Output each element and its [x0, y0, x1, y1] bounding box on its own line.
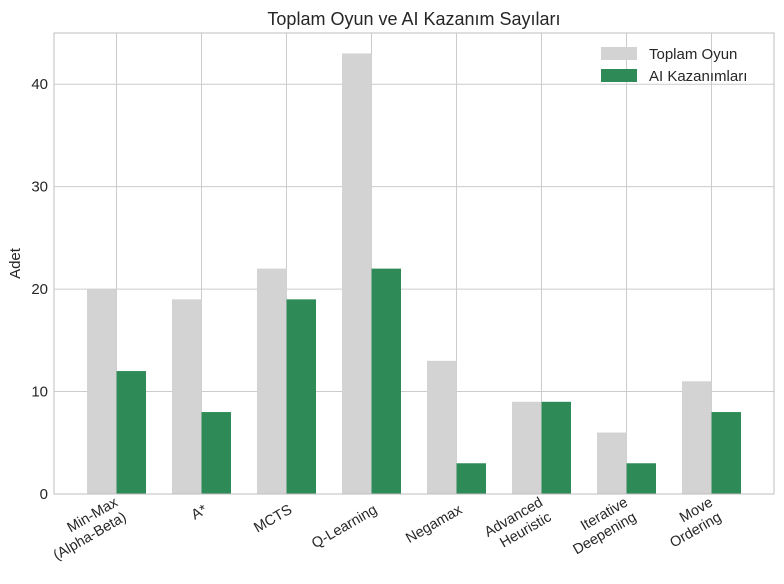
- bar-series-1-0: [116, 371, 146, 494]
- y-tick-label-3: 30: [31, 179, 48, 196]
- bars: [87, 53, 741, 494]
- x-tick-label-text-1: A*: [189, 502, 211, 524]
- x-tick-label-1: A*: [189, 502, 211, 524]
- x-tick-label-2: MCTS: [251, 502, 295, 536]
- bar-series-0-5: [512, 401, 542, 494]
- legend: Toplam Oyun AI Kazanımları: [601, 46, 747, 85]
- y-tick-labels: 0 10 20 30 40: [31, 76, 48, 503]
- bar-series-0-0: [87, 289, 117, 494]
- x-tick-line-2-0: MCTS: [251, 502, 295, 536]
- bar-series-0-3: [342, 53, 372, 494]
- x-tick-label-3: Q-Learning: [309, 502, 380, 552]
- y-tick-label-0: 0: [40, 486, 48, 503]
- x-tick-label-6: IterativeDeepening: [562, 495, 639, 559]
- bar-series-1-3: [371, 268, 401, 494]
- legend-swatch-0: [601, 47, 637, 60]
- x-tick-label-text-4: Negamax: [403, 502, 465, 547]
- x-tick-label-text-7: MoveOrdering: [659, 495, 724, 552]
- bar-series-0-1: [172, 299, 202, 494]
- bar-series-0-6: [597, 432, 627, 494]
- bar-series-1-5: [541, 401, 571, 494]
- x-tick-line-3-0: Q-Learning: [309, 502, 380, 552]
- y-axis-label: Adet: [7, 247, 24, 279]
- grid-lines: [54, 33, 774, 495]
- x-tick-label-5: AdvancedHeuristic: [482, 495, 554, 556]
- legend-label-1: AI Kazanımları: [649, 68, 747, 85]
- x-tick-line-4-0: Negamax: [403, 502, 465, 547]
- bar-series-1-1: [201, 412, 231, 494]
- x-tick-label-0: Min-Max(Alpha-Beta): [42, 494, 130, 564]
- x-tick-label-text-6: IterativeDeepening: [562, 495, 639, 559]
- x-tick-label-7: MoveOrdering: [659, 495, 724, 552]
- x-tick-line-1-0: A*: [189, 502, 211, 524]
- bar-series-0-7: [682, 381, 712, 494]
- legend-swatch-1: [601, 69, 637, 82]
- plot-frame: [53, 32, 775, 495]
- x-tick-label-text-5: AdvancedHeuristic: [482, 495, 554, 556]
- x-tick-label-4: Negamax: [403, 502, 465, 547]
- x-tick-labels: Min-Max(Alpha-Beta) A* MCTS Q-Learning Negam…: [42, 494, 724, 564]
- legend-label-0: Toplam Oyun: [649, 46, 737, 63]
- y-tick-label-4: 40: [31, 76, 48, 93]
- x-tick-label-text-0: Min-Max(Alpha-Beta): [42, 494, 130, 564]
- bar-series-1-6: [626, 463, 656, 494]
- bar-series-1-2: [286, 299, 316, 494]
- y-tick-label-2: 20: [31, 281, 48, 298]
- x-tick-label-text-2: MCTS: [251, 502, 295, 536]
- bar-series-0-2: [257, 268, 287, 494]
- x-tick-label-text-3: Q-Learning: [309, 502, 380, 552]
- bar-series-0-4: [427, 360, 457, 494]
- y-tick-label-1: 10: [31, 384, 48, 401]
- bar-series-1-7: [711, 412, 741, 494]
- bar-series-1-4: [456, 463, 486, 494]
- chart-title: Toplam Oyun ve AI Kazanım Sayıları: [267, 9, 560, 29]
